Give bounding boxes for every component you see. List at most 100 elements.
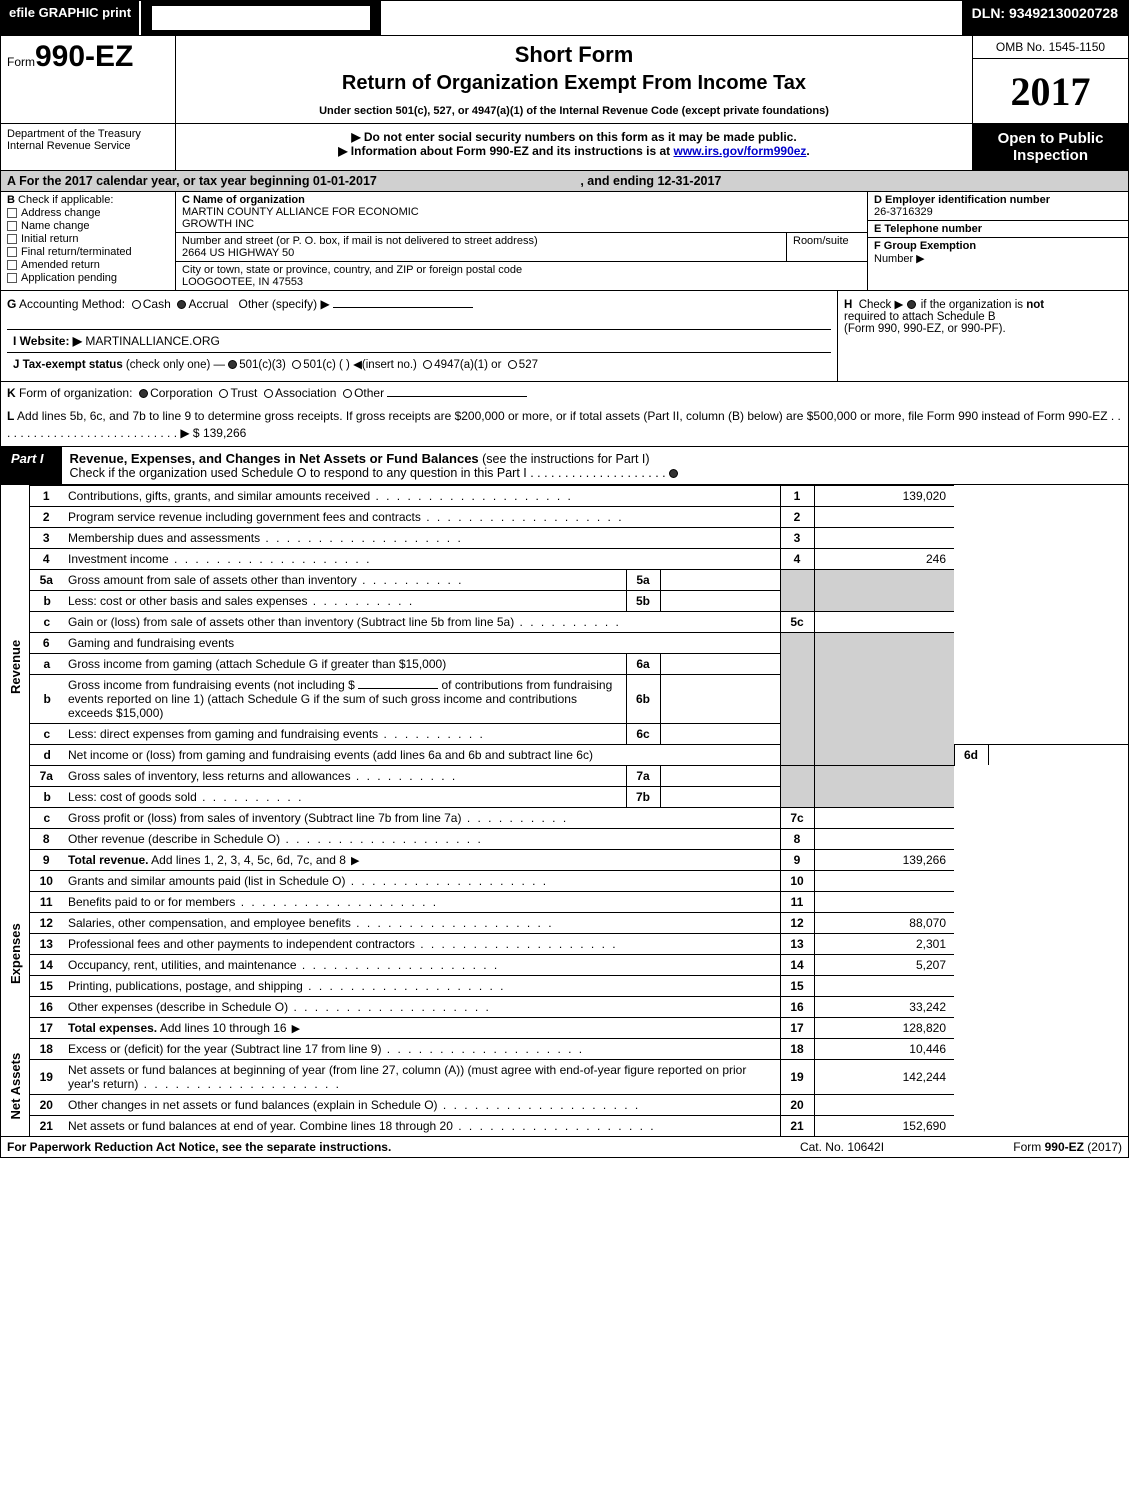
radio-icon[interactable] [228, 360, 237, 369]
num-cell: 3 [780, 527, 814, 548]
chk-final-return[interactable]: Final return/terminated [7, 246, 169, 258]
desc-text: Gross profit or (loss) from sales of inv… [68, 811, 568, 825]
chk-initial-return[interactable]: Initial return [7, 233, 169, 245]
line-desc: Net income or (loss) from gaming and fun… [63, 744, 780, 765]
val-cell [814, 1094, 954, 1115]
header-right-block: OMB No. 1545-1150 2017 [973, 36, 1128, 123]
financial-table: Revenue 1 Contributions, gifts, grants, … [1, 485, 1128, 1136]
val-cell [814, 807, 954, 828]
val-cell [814, 527, 954, 548]
checkbox-icon [7, 260, 17, 270]
mini-no: 7a [626, 765, 660, 786]
line-desc: Less: cost or other basis and sales expe… [63, 590, 626, 611]
telephone-row: E Telephone number [868, 221, 1128, 238]
checkbox-icon [7, 273, 17, 283]
radio-icon[interactable] [423, 360, 432, 369]
h-not: not [1026, 299, 1044, 311]
e-label: E Telephone number [874, 223, 1122, 235]
instructions-link[interactable]: www.irs.gov/form990ez [673, 144, 806, 158]
row-i: I Website: ▶ MARTINALLIANCE.ORG [7, 329, 831, 352]
j-501c3: 501(c)(3) [239, 359, 286, 371]
radio-icon[interactable] [264, 389, 273, 398]
j-text: (check only one) — [126, 359, 228, 371]
footer-post: (2017) [1084, 1140, 1122, 1154]
num-cell: 8 [780, 828, 814, 849]
desc-text: Professional fees and other payments to … [68, 937, 618, 951]
line-desc: Total revenue. Add lines 1, 2, 3, 4, 5c,… [63, 849, 780, 870]
submission-date-label-wrap: Submission Date - 2018-05-10 [141, 1, 381, 35]
chk-application-pending[interactable]: Application pending [7, 272, 169, 284]
radio-icon[interactable] [177, 300, 186, 309]
chk-label: Address change [21, 207, 101, 219]
line-desc: Investment income [63, 548, 780, 569]
j-lead: J Tax-exempt status [13, 359, 123, 371]
checkbox-icon[interactable] [907, 300, 916, 309]
line-6: 6 Gaming and fundraising events [1, 632, 1128, 653]
line-desc: Less: direct expenses from gaming and fu… [63, 723, 626, 744]
line-no: 20 [29, 1094, 63, 1115]
department-block: Department of the Treasury Internal Reve… [1, 124, 176, 170]
part-i-tag: Part I [1, 447, 62, 484]
org-name-2: GROWTH INC [182, 218, 861, 230]
fill[interactable] [358, 688, 438, 689]
desc-text: Add lines 10 through 16 [157, 1021, 302, 1035]
radio-icon[interactable] [139, 389, 148, 398]
desc-text: Gain or (loss) from sale of assets other… [68, 615, 621, 629]
shade-cell [814, 569, 954, 611]
val-cell: 152,690 [814, 1115, 954, 1136]
val-cell [814, 870, 954, 891]
line-no: 21 [29, 1115, 63, 1136]
efile-print-button[interactable]: efile GRAPHIC print [1, 1, 141, 35]
line-no: 12 [29, 912, 63, 933]
radio-icon[interactable] [508, 360, 517, 369]
checkbox-icon[interactable] [669, 469, 678, 478]
radio-icon[interactable] [219, 389, 228, 398]
website-link[interactable]: MARTINALLIANCE.ORG [85, 334, 219, 348]
line-2: 2 Program service revenue including gove… [1, 506, 1128, 527]
num-cell: 6d [954, 744, 988, 765]
mini-val [660, 786, 780, 807]
chk-label: Amended return [21, 259, 100, 271]
radio-icon[interactable] [132, 300, 141, 309]
form-number-block: Form990-EZ [1, 36, 176, 123]
chk-name-change[interactable]: Name change [7, 220, 169, 232]
f-label2: Number ▶ [874, 253, 925, 265]
section-b: B Check if applicable: Address change Na… [1, 192, 176, 290]
g-cash: Cash [143, 297, 171, 311]
mini-no: 5b [626, 590, 660, 611]
line-7b: b Less: cost of goods sold 7b [1, 786, 1128, 807]
line-19: 19 Net assets or fund balances at beginn… [1, 1059, 1128, 1094]
desc-bold: Total expenses. [68, 1021, 157, 1035]
k-other: Other [354, 386, 384, 400]
j-501c: 501(c) ( ) ◀(insert no.) [303, 359, 417, 371]
k-other-fill[interactable] [387, 396, 527, 397]
radio-icon[interactable] [292, 360, 301, 369]
chk-address-change[interactable]: Address change [7, 207, 169, 219]
shade-cell [780, 765, 814, 807]
radio-icon[interactable] [343, 389, 352, 398]
desc-text: Contributions, gifts, grants, and simila… [68, 489, 573, 503]
val-cell: 10,446 [814, 1038, 954, 1059]
name-address-block: C Name of organization MARTIN COUNTY ALL… [176, 192, 868, 290]
line-16: 16 Other expenses (describe in Schedule … [1, 996, 1128, 1017]
footer-paperwork: For Paperwork Reduction Act Notice, see … [7, 1140, 742, 1154]
num-cell: 11 [780, 891, 814, 912]
line-desc: Other revenue (describe in Schedule O) [63, 828, 780, 849]
section-g: G Accounting Method: Cash Accrual Other … [1, 291, 838, 381]
line-desc: Grants and similar amounts paid (list in… [63, 870, 780, 891]
desc-text: Net assets or fund balances at end of ye… [68, 1119, 656, 1133]
line-desc: Gross sales of inventory, less returns a… [63, 765, 626, 786]
line-no: 6 [29, 632, 63, 653]
num-cell: 15 [780, 975, 814, 996]
revenue-side-label: Revenue [1, 485, 29, 849]
line-desc: Net assets or fund balances at end of ye… [63, 1115, 780, 1136]
desc-text: Gross amount from sale of assets other t… [68, 573, 464, 587]
num-cell: 5c [780, 611, 814, 632]
line-no: 18 [29, 1038, 63, 1059]
g-other-fill[interactable] [333, 307, 473, 308]
mini-val [660, 590, 780, 611]
part-i-sub: Check if the organization used Schedule … [70, 466, 666, 480]
ein-phone-block: D Employer identification number 26-3716… [868, 192, 1128, 290]
chk-amended-return[interactable]: Amended return [7, 259, 169, 271]
num-cell: 12 [780, 912, 814, 933]
